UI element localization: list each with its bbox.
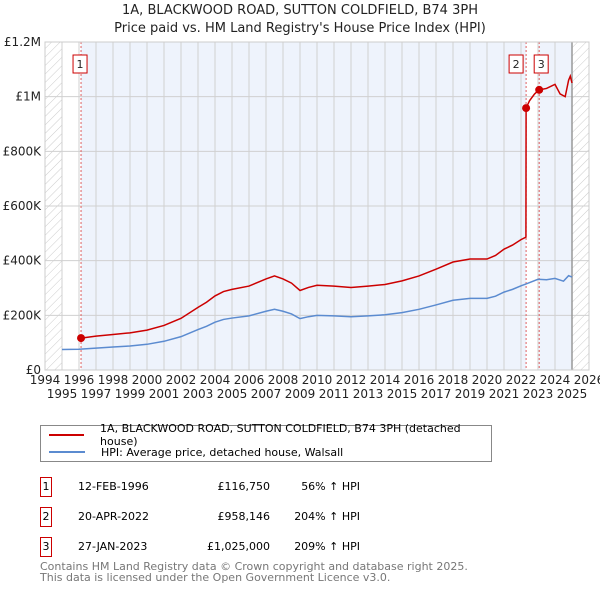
chart-subtitle: Price paid vs. HM Land Registry's House … [114,21,486,36]
sale-label: 3 [538,58,545,71]
y-tick-label: £1M [15,90,41,104]
x-tick-label: 2013 [353,387,384,401]
x-tick-label: 2001 [149,387,180,401]
sale-marker-badge: 3 [40,537,52,557]
sale-row: 3 27-JAN-2023 £1,025,000 209% ↑ HPI [40,537,370,557]
sale-date: 20-APR-2022 [78,510,150,523]
sale-row: 2 20-APR-2022 £958,146 204% ↑ HPI [40,507,370,527]
sale-date: 12-FEB-1996 [78,480,149,493]
y-tick-label: £600K [3,199,43,213]
x-tick-label: 2007 [251,387,282,401]
footer: Contains HM Land Registry data © Crown c… [40,561,468,583]
sale-hpi-change: 56% ↑ HPI [301,480,360,493]
sale-date: 27-JAN-2023 [78,540,148,553]
legend: 1A, BLACKWOOD ROAD, SUTTON COLDFIELD, B7… [40,422,492,462]
x-tick-label: 1995 [47,387,78,401]
hpi-series-line [61,274,573,351]
x-tick-label: 2004 [200,373,231,387]
plot-border [44,41,590,371]
x-tick-label: 2023 [523,387,554,401]
x-tick-label: 2010 [302,373,333,387]
x-tick-label: 2012 [336,373,367,387]
x-tick-label: 2014 [370,373,401,387]
x-tick-label: 2024 [540,373,571,387]
x-tick-label: 1994 [30,373,61,387]
x-tick-label: 2020 [472,373,503,387]
sale-label: 2 [513,58,520,71]
x-tick-label: 2003 [183,387,214,401]
x-tick-label: 2026 [574,373,600,387]
sale-point [522,104,531,113]
y-tick-label: £0 [26,363,41,377]
x-tick-label: 2016 [404,373,435,387]
x-tick-label: 2005 [217,387,248,401]
x-tick-label: 1996 [64,373,95,387]
x-tick-label: 1997 [81,387,112,401]
sale-point [535,85,544,94]
sale-marker-badge: 1 [40,477,52,497]
plot-area: 1994199519961997199819992000200120022003… [3,35,600,401]
chart-title: 1A, BLACKWOOD ROAD, SUTTON COLDFIELD, B7… [122,3,478,18]
x-tick-label: 2009 [285,387,316,401]
y-tick-label: £800K [3,144,43,158]
footer-line: This data is licensed under the Open Gov… [40,571,391,584]
x-tick-label: 2015 [387,387,418,401]
sale-label-box [508,54,524,74]
x-tick-label: 1999 [115,387,146,401]
x-tick-label: 2021 [489,387,520,401]
footer-line: Contains HM Land Registry data © Crown c… [40,560,468,573]
sale-row: 1 12-FEB-1996 £116,750 56% ↑ HPI [40,477,370,497]
x-tick-label: 2008 [268,373,299,387]
x-tick-label: 2002 [166,373,197,387]
sale-hpi-change: 209% ↑ HPI [294,540,360,553]
sale-hpi-change: 204% ↑ HPI [294,510,360,523]
legend-item-hpi: HPI: Average price, detached house, Wals… [49,444,343,460]
x-tick-label: 2025 [557,387,588,401]
x-tick-label: 2018 [438,373,469,387]
sale-label: 1 [77,58,84,71]
sale-price: £116,750 [217,480,271,493]
sale-price: £958,146 [217,510,271,523]
x-tick-label: 2000 [132,373,163,387]
sale-label-box [72,54,88,74]
legend-label: 1A, BLACKWOOD ROAD, SUTTON COLDFIELD, B7… [100,422,461,448]
y-tick-label: £1.2M [4,35,41,49]
x-tick-label: 2022 [506,373,537,387]
y-tick-label: £400K [3,254,43,268]
sale-marker-badge: 2 [40,507,52,527]
x-tick-label: 2006 [234,373,265,387]
sale-price: £1,025,000 [207,540,270,553]
y-tick-label: £200K [3,308,43,322]
sale-point [77,334,86,343]
x-tick-label: 2019 [455,387,486,401]
legend-item-property: 1A, BLACKWOOD ROAD, SUTTON COLDFIELD, B7… [49,422,491,448]
legend-label: HPI: Average price, detached house, Wals… [101,445,344,459]
sale-label-box [533,54,549,74]
x-tick-label: 1998 [98,373,129,387]
x-tick-label: 2017 [421,387,452,401]
x-tick-label: 2011 [319,387,350,401]
